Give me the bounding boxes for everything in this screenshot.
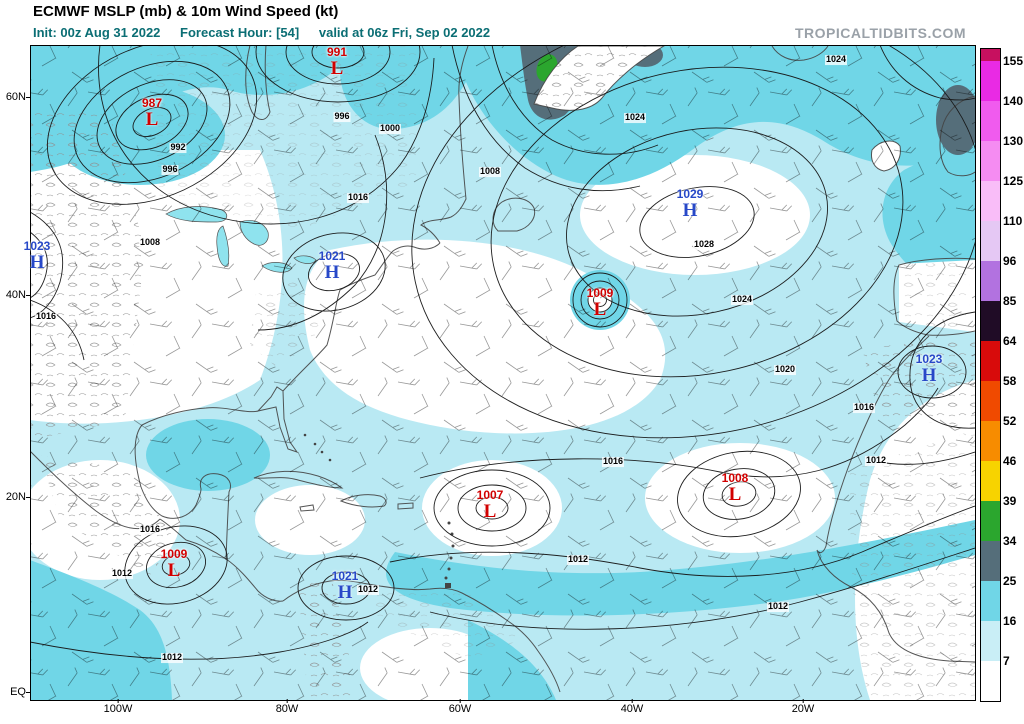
colorbar-tick-label: 110 [1003,214,1023,228]
colorbar-segment: 16 [981,581,1016,628]
colorbar-tick-label: 130 [1003,134,1024,148]
init-time: Init: 00z Aug 31 2022 [33,25,161,40]
colorbar-segment: 46 [981,421,1016,468]
colorbar-segment: 130 [981,101,1023,148]
colorbar-segment: 25 [981,541,1016,588]
colorbar-segment: 58 [981,341,1016,388]
colorbar-tick-label: 25 [1003,574,1017,588]
run-info-line: Init: 00z Aug 31 2022 Forecast Hour: [54… [33,25,506,40]
valid-time: valid at 06z Fri, Sep 02 2022 [318,25,491,40]
colorbar-segment: 85 [981,261,1016,308]
colorbar-segment: 39 [981,461,1016,508]
colorbar-tick-label: 96 [1003,254,1017,268]
colorbar-segment: 52 [981,381,1016,428]
colorbar-segment: 7 [981,621,1010,668]
colorbar-segment: 125 [981,141,1023,188]
colorbar-segment: 96 [981,221,1016,268]
colorbar-segment: 110 [981,181,1022,228]
colorbar-tick-label: 39 [1003,494,1017,508]
page-title: ECMWF MSLP (mb) & 10m Wind Speed (kt) [33,3,339,20]
colorbar-tick-label: 34 [1003,534,1017,548]
colorbar-segment: 140 [981,61,1023,108]
colorbar-tick-label: 16 [1003,614,1017,628]
colorbar-segment: 155 [981,49,1023,68]
colorbar-tick-label: 155 [1003,54,1024,68]
colorbar-segment: 34 [981,501,1016,548]
forecast-hour: Forecast Hour: [54] [180,25,300,40]
colorbar-tick-label: 64 [1003,334,1017,348]
colorbar-segment: 64 [981,301,1016,348]
colorbar-tick-label: 125 [1003,174,1024,188]
colorbar-tick-label: 52 [1003,414,1017,428]
colorbar-tick-label: 46 [1003,454,1017,468]
colorbar-tick-label: 7 [1003,654,1010,668]
colorbar-tick-label: 58 [1003,374,1017,388]
colorbar-segment [981,661,1000,701]
wind-speed-colorbar: 155 140 130 125 110 96 85 64 58 [980,48,1023,702]
colorbar-tick-label: 85 [1003,294,1017,308]
colorbar-tick-label: 140 [1003,94,1024,108]
watermark: TROPICALTIDBITS.COM [794,25,966,41]
